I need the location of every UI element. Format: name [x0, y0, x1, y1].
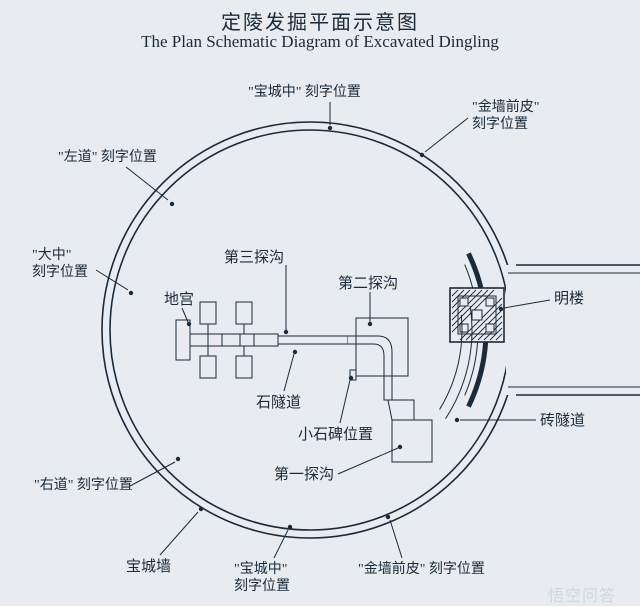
label-minglou: 明楼 — [554, 290, 584, 308]
label-zuodao: "左道" 刻字位置 — [58, 150, 157, 167]
label-shisuidao: 石隧道 — [256, 394, 301, 412]
label-jinqiang-top: "金墙前皮" 刻字位置 — [472, 100, 539, 134]
label-youdao: "右道" 刻字位置 — [34, 478, 133, 495]
label-trench3: 第三探沟 — [224, 249, 284, 267]
label-dazhong: "大中" 刻字位置 — [32, 248, 88, 282]
label-baochengzhong-bot: "宝城中" 刻字位置 — [234, 562, 290, 596]
label-xiaoshibei: 小石碑位置 — [298, 426, 373, 444]
label-trench2: 第二探沟 — [338, 275, 398, 293]
label-trench1: 第一探沟 — [274, 466, 334, 484]
label-digong: 地宫 — [164, 291, 194, 309]
label-zhuansuidao: 砖隧道 — [540, 412, 585, 430]
label-baochengqiang: 宝城墙 — [126, 558, 171, 576]
watermark: 悟空问答 — [548, 582, 616, 606]
label-baochengzhong-top: "宝城中" 刻字位置 — [248, 85, 361, 102]
label-jinqiang-bot: "金墙前皮" 刻字位置 — [358, 562, 485, 579]
